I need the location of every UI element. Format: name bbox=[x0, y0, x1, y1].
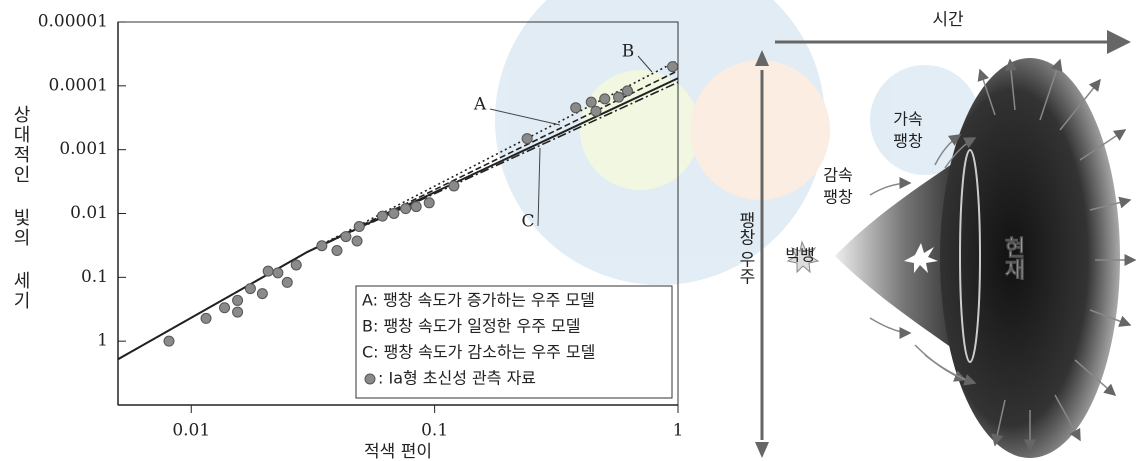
data-point bbox=[423, 197, 435, 209]
data-point bbox=[388, 208, 400, 219]
y-tick-label: 0.0001 bbox=[49, 75, 108, 95]
line-label: C bbox=[521, 212, 534, 232]
data-point bbox=[376, 210, 388, 222]
leader-line bbox=[637, 55, 653, 73]
data-point bbox=[200, 312, 212, 324]
data-point bbox=[163, 335, 175, 347]
diagram bbox=[755, 30, 1136, 458]
data-point bbox=[331, 245, 343, 257]
model-line bbox=[117, 59, 679, 360]
data-point bbox=[232, 306, 244, 318]
x-axis-label: 적색 편이 bbox=[364, 442, 432, 461]
x-tick-label: 0.1 bbox=[421, 421, 448, 441]
expansion-arrows bbox=[869, 58, 1136, 452]
model-line bbox=[117, 81, 679, 360]
data-point bbox=[353, 221, 365, 233]
diagram-label: 팽창 bbox=[823, 188, 853, 207]
diagram-label: 팽창 우주 bbox=[735, 211, 755, 284]
diagram-label: 감속 bbox=[823, 166, 852, 185]
diagram-label: 현재 bbox=[1000, 236, 1025, 280]
diagram-label: 시간 bbox=[932, 10, 964, 30]
data-point bbox=[219, 302, 231, 314]
legend-label: A: 팽창 속도가 증가하는 우주 모델 bbox=[362, 291, 595, 310]
data-point bbox=[585, 96, 597, 108]
data-point bbox=[232, 294, 244, 306]
leader-line bbox=[489, 108, 561, 126]
data-point bbox=[521, 133, 533, 145]
present-universe bbox=[940, 58, 1120, 458]
data-point bbox=[599, 93, 611, 105]
data-point bbox=[262, 265, 274, 277]
ring bbox=[959, 149, 981, 363]
line-label: B bbox=[622, 42, 635, 62]
data-point bbox=[244, 283, 256, 295]
star bbox=[904, 243, 938, 273]
data-point bbox=[340, 231, 352, 243]
diagram-label: 팽창 bbox=[893, 132, 923, 151]
big-bang bbox=[786, 240, 820, 274]
y-tick-label: 0.01 bbox=[70, 203, 108, 223]
legend-marker bbox=[364, 373, 376, 385]
data-point bbox=[590, 105, 602, 117]
data-point bbox=[351, 235, 363, 247]
data-point bbox=[613, 91, 625, 103]
leader-line bbox=[537, 147, 541, 227]
legend-label: B: 팽창 속도가 일정한 우주 모델 bbox=[362, 317, 580, 336]
data-point bbox=[570, 102, 582, 114]
y-tick-label: 0.001 bbox=[59, 139, 108, 159]
legend-label: : Ⅰa형 초신성 관측 자료 bbox=[378, 369, 536, 388]
x-tick-label: 1 bbox=[673, 421, 684, 441]
legend-box bbox=[355, 285, 673, 399]
diagram-label: 가속 bbox=[893, 110, 922, 129]
data-point bbox=[448, 180, 460, 192]
data-point bbox=[256, 288, 268, 300]
diagram-label: 빅뱅 bbox=[785, 246, 814, 265]
y-axis-label: 상대적인 빛의 세기 bbox=[10, 105, 31, 311]
data-point bbox=[667, 61, 679, 73]
data-point bbox=[621, 85, 633, 97]
data-point bbox=[272, 267, 284, 279]
x-tick-label: 0.01 bbox=[172, 421, 210, 441]
legend-label: C: 팽창 속도가 감소하는 우주 모델 bbox=[362, 343, 595, 362]
y-tick-label: 0.00001 bbox=[38, 12, 108, 32]
chart: 0.00001 0.0001 0.001 0.01 0.1 1 0.01 0.1 1 적색 편이 상… bbox=[10, 12, 683, 461]
data-point bbox=[400, 203, 412, 215]
data-point bbox=[281, 276, 293, 288]
line-label: A bbox=[473, 95, 487, 115]
y-tick-label: 0.1 bbox=[81, 267, 108, 287]
data-point bbox=[290, 259, 302, 271]
data-point bbox=[316, 240, 328, 252]
cone bbox=[835, 150, 972, 362]
data-point bbox=[410, 201, 422, 213]
y-tick-label: 1 bbox=[97, 331, 108, 351]
